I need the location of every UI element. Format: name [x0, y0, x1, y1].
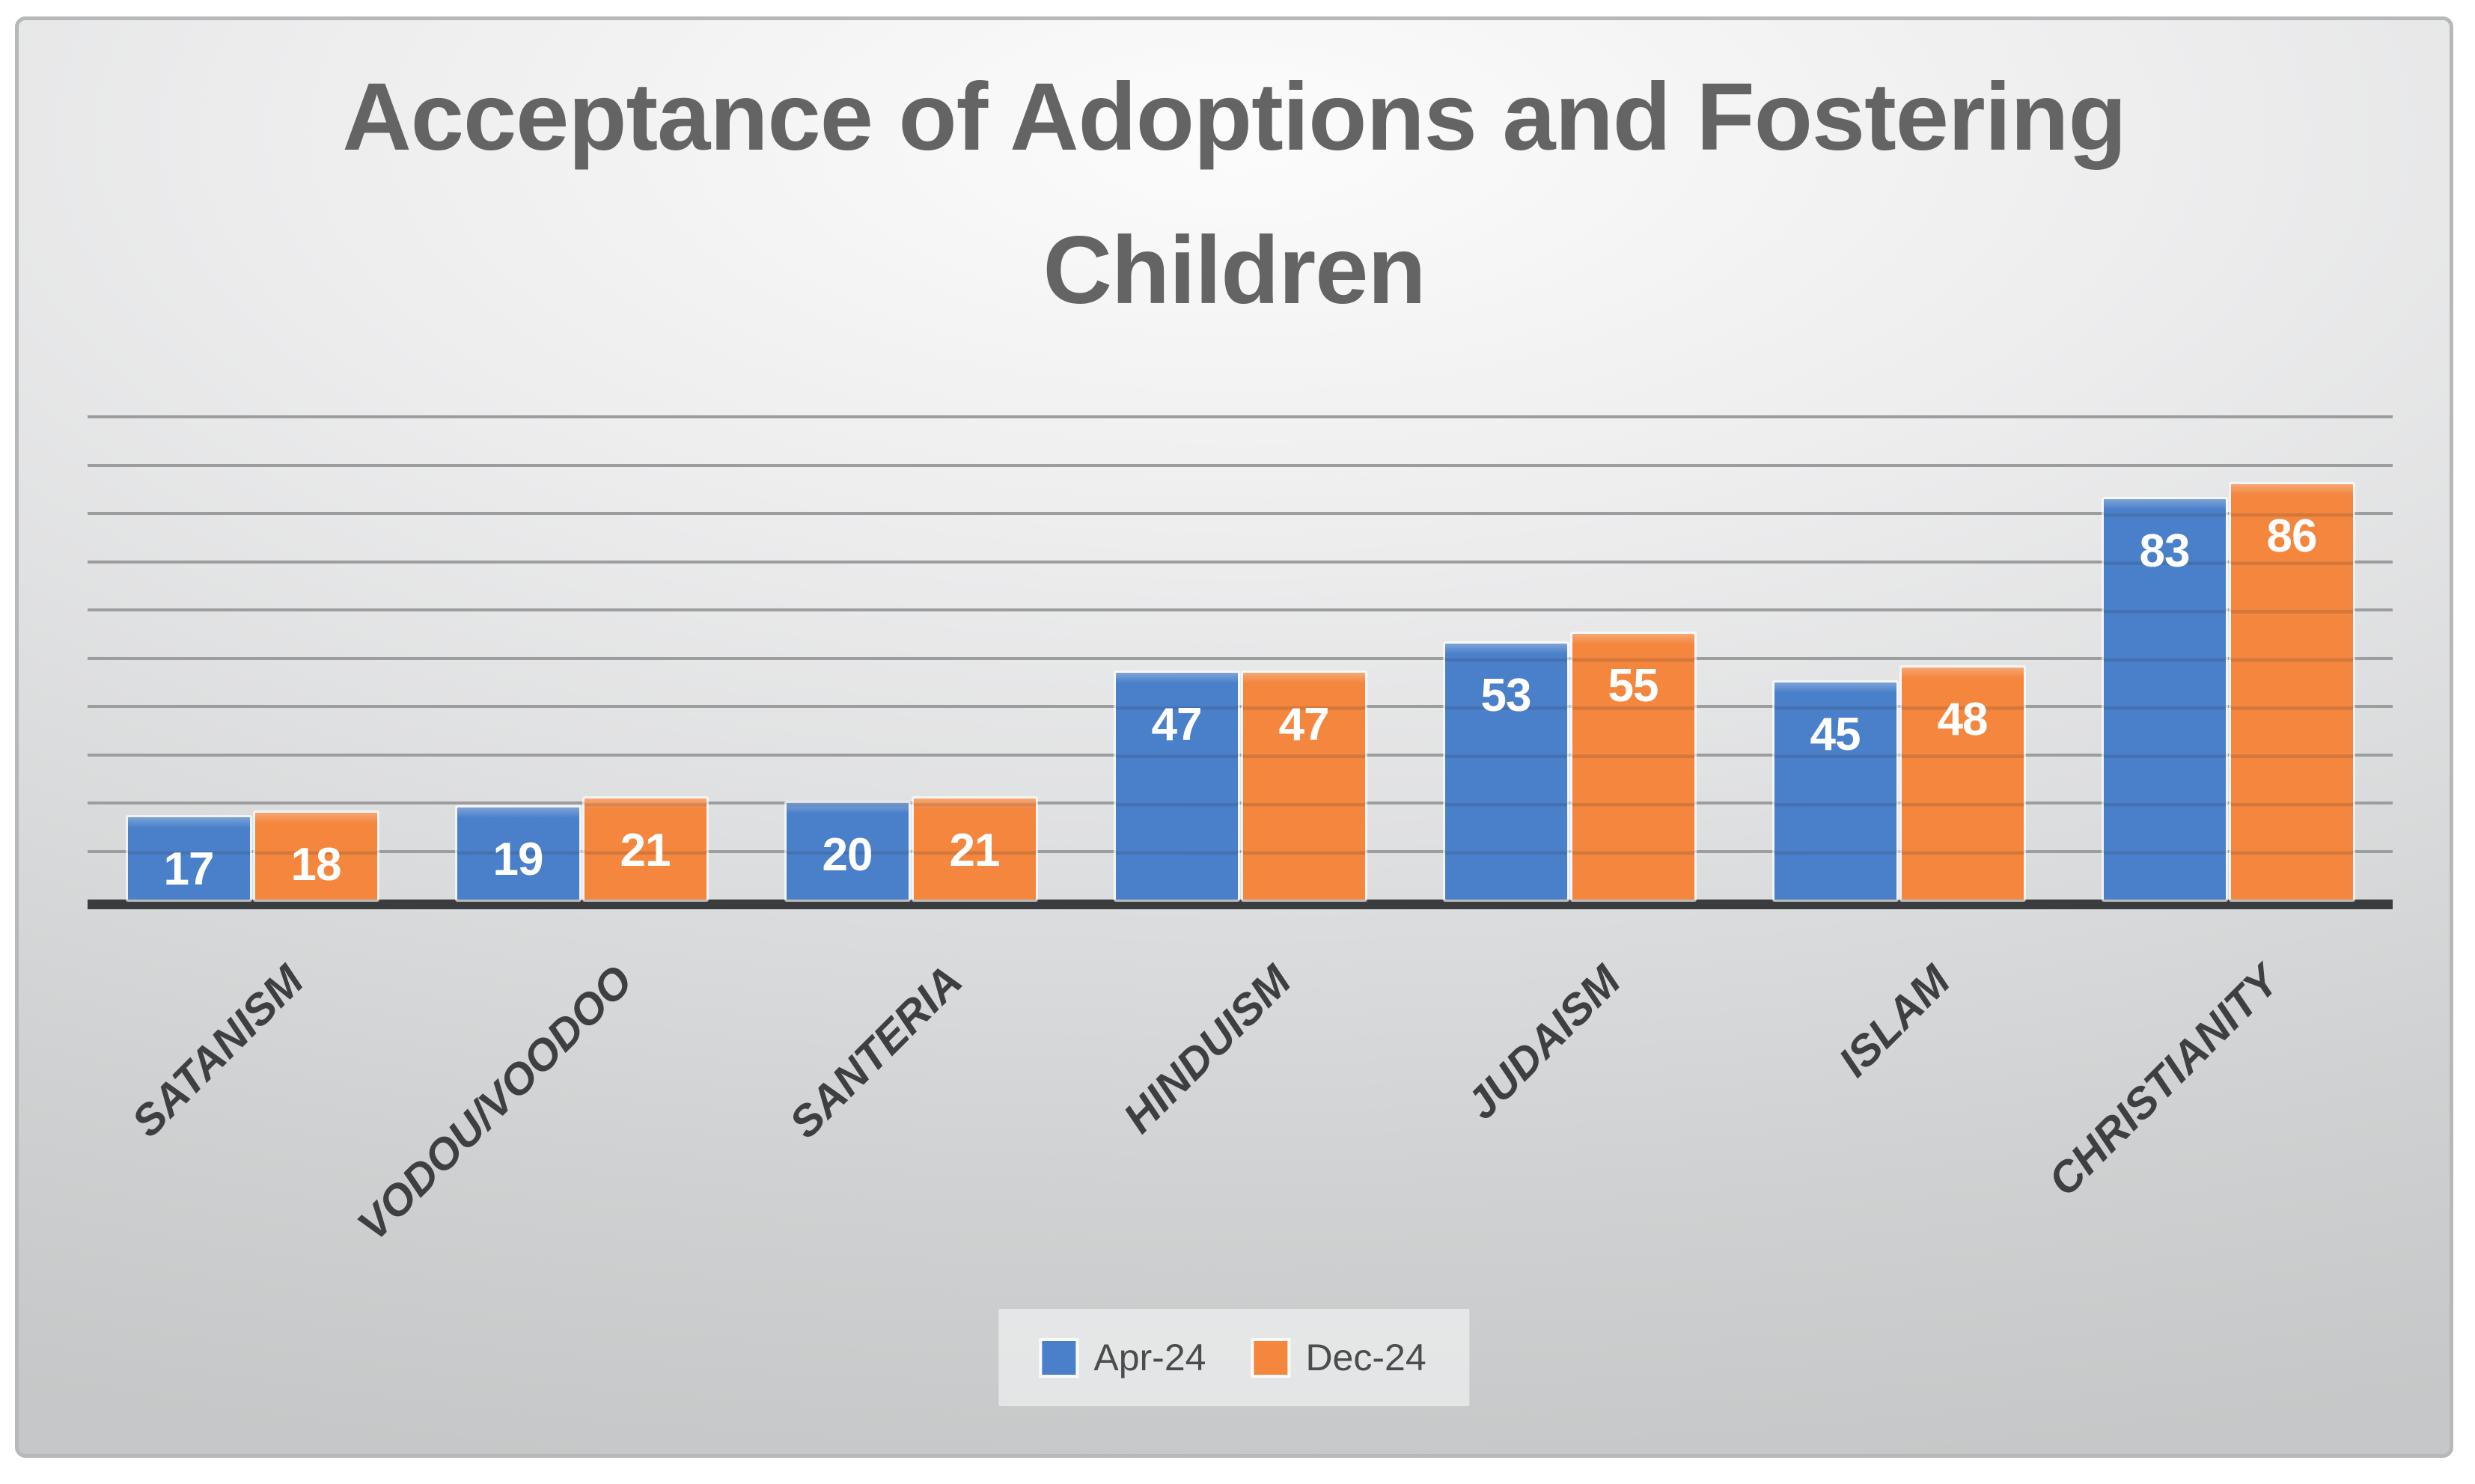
- legend: Apr-24 Dec-24: [998, 1309, 1470, 1406]
- legend-label-apr-24: Apr-24: [1093, 1337, 1206, 1378]
- category-label-slot-satanism: SATANISM: [88, 935, 417, 1354]
- category-slot-santeria: 20 21: [746, 417, 1075, 900]
- data-label-dec-24-santeria: 21: [949, 824, 1001, 876]
- bar-dec-24-judaism: 55: [1572, 634, 1694, 900]
- legend-item-dec-24: Dec-24: [1254, 1336, 1426, 1379]
- category-label-christianity: CHRISTIANITY: [2039, 956, 2289, 1206]
- category-slot-christianity: 83 86: [2063, 417, 2393, 900]
- data-label-dec-24-vodou-voodoo: 21: [620, 824, 671, 876]
- gridline-70: [88, 560, 2393, 564]
- category-label-slot-christianity: CHRISTIANITY: [2039, 935, 2393, 1354]
- bar-apr-24-hinduism: 47: [1115, 672, 1238, 900]
- bar-apr-24-islam: 45: [1774, 682, 1896, 900]
- category-label-slot-santeria: SANTERIA: [746, 935, 1075, 1354]
- bar-apr-24-judaism: 53: [1444, 644, 1567, 900]
- category-label-islam: ISLAM: [1829, 956, 1959, 1087]
- bar-pair-islam: 45 48: [1734, 417, 2063, 900]
- category-axis-labels: SATANISM VODOU/VOODOO SANTERIA HINDUISM JUDA…: [88, 935, 2393, 1354]
- category-slot-hinduism: 47 47: [1075, 417, 1405, 900]
- category-label-satanism: SATANISM: [122, 956, 313, 1146]
- category-label-slot-vodou-voodoo: VODOU/VOODOO: [348, 935, 746, 1354]
- data-label-dec-24-hinduism: 47: [1278, 698, 1330, 751]
- bar-apr-24-vodou-voodoo: 19: [457, 807, 579, 900]
- x-axis-line: [88, 900, 2393, 909]
- category-label-judaism: JUDAISM: [1457, 956, 1630, 1129]
- category-label-slot-islam: ISLAM: [1734, 935, 2063, 1354]
- bar-apr-24-satanism: 17: [127, 817, 250, 900]
- category-slot-judaism: 53 55: [1405, 417, 1734, 900]
- bar-slots: 17 18 19 21 20 21 47 47 53 55 45 48 83 86: [88, 417, 2393, 900]
- bar-dec-24-santeria: 21: [913, 798, 1036, 900]
- data-label-apr-24-christianity: 83: [2139, 525, 2191, 577]
- category-label-santeria: SANTERIA: [780, 956, 971, 1148]
- bar-pair-satanism: 17 18: [88, 417, 417, 900]
- data-label-dec-24-christianity: 86: [2266, 510, 2318, 563]
- bar-pair-hinduism: 47 47: [1075, 417, 1405, 900]
- chart-title-wrap: Acceptance of Adoptions and Fostering Ch…: [19, 41, 2450, 348]
- legend-item-apr-24: Apr-24: [1042, 1336, 1206, 1379]
- data-label-apr-24-vodou-voodoo: 19: [492, 834, 544, 886]
- bar-apr-24-santeria: 20: [786, 803, 909, 900]
- data-label-apr-24-islam: 45: [1810, 708, 1861, 760]
- bar-dec-24-islam: 48: [1901, 668, 2024, 900]
- category-label-slot-judaism: JUDAISM: [1405, 935, 1734, 1354]
- bar-dec-24-christianity: 86: [2230, 484, 2353, 900]
- chart-canvas: Acceptance of Adoptions and Fostering Ch…: [15, 16, 2453, 1458]
- category-slot-satanism: 17 18: [88, 417, 417, 900]
- data-label-apr-24-santeria: 20: [822, 829, 873, 881]
- gridline-60: [88, 608, 2393, 611]
- gridline-10: [88, 849, 2393, 853]
- gridline-50: [88, 656, 2393, 660]
- data-label-dec-24-satanism: 18: [290, 838, 342, 891]
- data-label-apr-24-satanism: 17: [163, 843, 215, 896]
- data-label-dec-24-islam: 48: [1937, 694, 1989, 746]
- legend-swatch-dec-24-icon: [1254, 1340, 1288, 1375]
- category-slot-islam: 45 48: [1734, 417, 2063, 900]
- bar-pair-christianity: 83 86: [2063, 417, 2393, 900]
- bar-pair-vodou-voodoo: 19 21: [417, 417, 746, 900]
- data-label-dec-24-judaism: 55: [1608, 660, 1659, 712]
- gridline-20: [88, 801, 2393, 804]
- bar-dec-24-vodou-voodoo: 21: [584, 798, 707, 900]
- bar-dec-24-satanism: 18: [254, 812, 377, 900]
- gridline-90: [88, 463, 2393, 467]
- category-slot-vodou-voodoo: 19 21: [417, 417, 746, 900]
- category-label-hinduism: HINDUISM: [1114, 956, 1301, 1143]
- chart-title: Acceptance of Adoptions and Fostering Ch…: [342, 64, 2126, 324]
- category-label-slot-hinduism: HINDUISM: [1075, 935, 1405, 1354]
- gridline-30: [88, 753, 2393, 757]
- bar-apr-24-christianity: 83: [2103, 498, 2226, 900]
- gridline-100: [88, 415, 2393, 418]
- data-label-apr-24-hinduism: 47: [1151, 698, 1203, 751]
- gridline-80: [88, 512, 2393, 515]
- legend-label-dec-24: Dec-24: [1305, 1337, 1426, 1378]
- plot-area: 17 18 19 21 20 21 47 47 53 55 45 48 83 86: [88, 415, 2393, 909]
- legend-swatch-apr-24-icon: [1042, 1340, 1076, 1375]
- bar-pair-judaism: 53 55: [1405, 417, 1734, 900]
- bar-dec-24-hinduism: 47: [1242, 672, 1365, 900]
- bar-pair-santeria: 20 21: [746, 417, 1075, 900]
- gridline-40: [88, 705, 2393, 708]
- data-label-apr-24-judaism: 53: [1480, 670, 1532, 722]
